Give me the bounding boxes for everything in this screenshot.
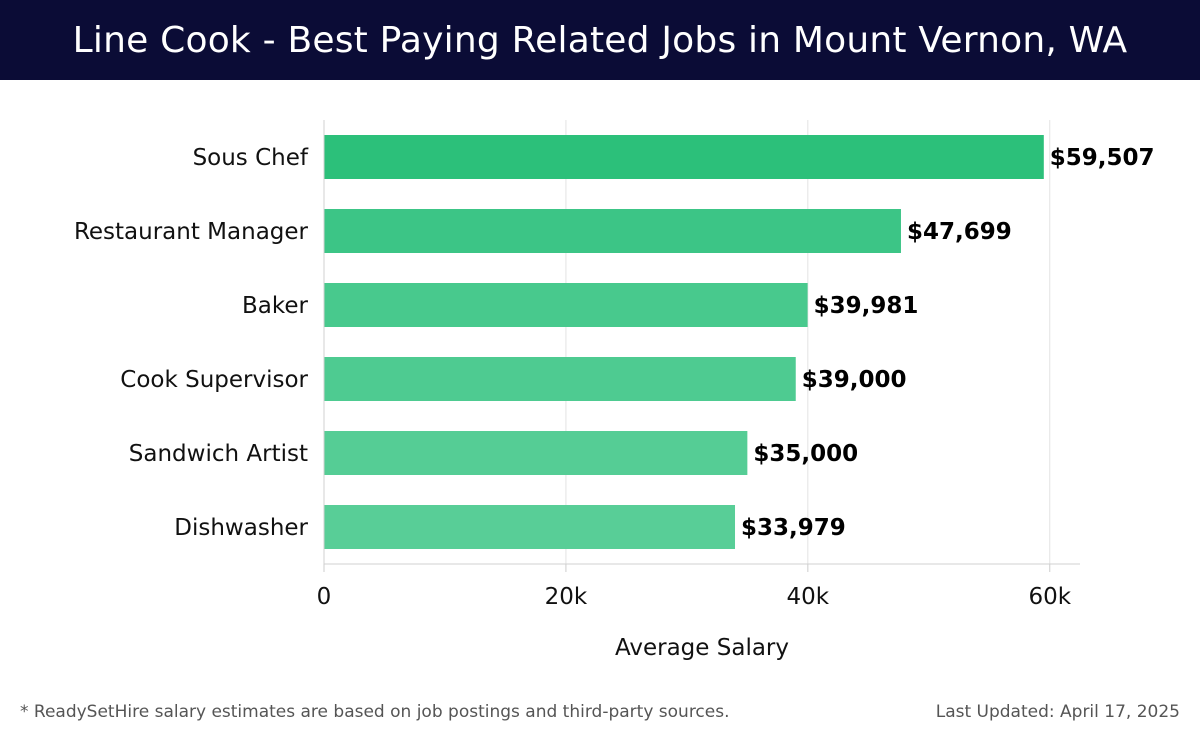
category-label: Cook Supervisor <box>120 367 308 393</box>
grid-lines <box>323 120 1051 564</box>
chart-title: Line Cook - Best Paying Related Jobs in … <box>72 19 1128 61</box>
x-axis-title: Average Salary <box>615 635 789 661</box>
bar <box>324 209 901 253</box>
bar <box>324 283 808 327</box>
bar-value-label: $35,000 <box>753 441 858 467</box>
x-tick-label: 20k <box>545 584 588 610</box>
category-label: Sous Chef <box>193 145 309 171</box>
bar-value-label: $59,507 <box>1050 145 1155 171</box>
category-label: Dishwasher <box>174 515 308 541</box>
category-label: Sandwich Artist <box>129 441 308 467</box>
bar <box>324 135 1044 179</box>
salary-bar-chart: 0 20k 40k 60k Sous Chef Restaurant Manager Ba… <box>74 120 1155 661</box>
category-label: Restaurant Manager <box>74 219 309 245</box>
x-tick-label: 0 <box>317 584 332 610</box>
value-labels: $59,507 $47,699 $39,981 $39,000 $35,000 $33,9… <box>741 145 1155 541</box>
bar-value-label: $39,981 <box>814 293 919 319</box>
bars <box>324 135 1044 549</box>
bar <box>324 357 796 401</box>
chart-header: Line Cook - Best Paying Related Jobs in … <box>0 0 1200 80</box>
x-tick-label: 40k <box>787 584 830 610</box>
category-labels: Sous Chef Restaurant Manager Baker Cook Sup… <box>74 145 309 541</box>
x-axis: 0 20k 40k 60k <box>317 120 1080 610</box>
bar <box>324 505 736 549</box>
x-tick-label: 60k <box>1028 584 1071 610</box>
last-updated: Last Updated: April 17, 2025 <box>935 702 1180 722</box>
bar-value-label: $47,699 <box>907 219 1012 245</box>
category-label: Baker <box>242 293 309 319</box>
bar <box>324 431 748 475</box>
footer-note: * ReadySetHire salary estimates are base… <box>20 702 730 722</box>
bar-value-label: $33,979 <box>741 515 846 541</box>
bar-value-label: $39,000 <box>802 367 907 393</box>
